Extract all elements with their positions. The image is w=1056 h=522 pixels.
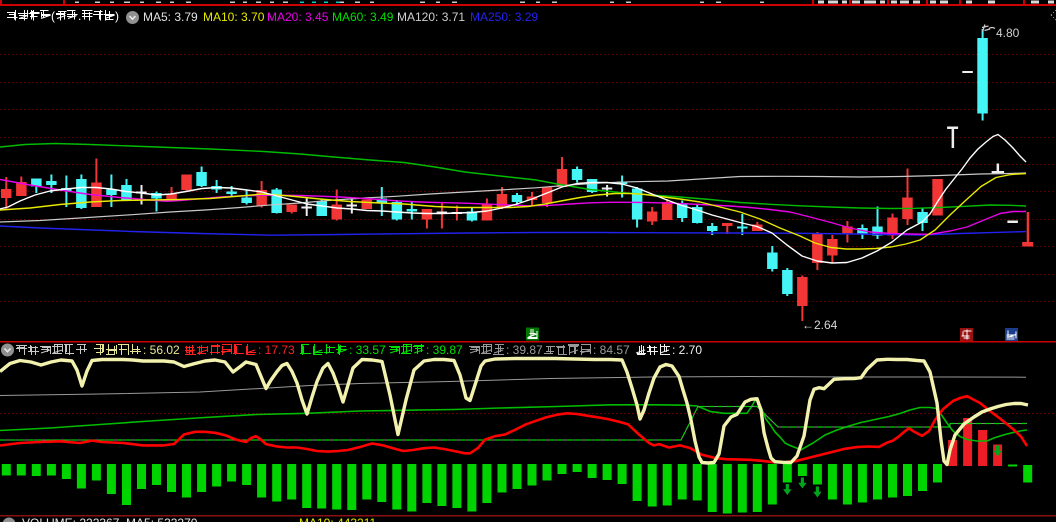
svg-text:MA5: 3.79: MA5: 3.79 bbox=[143, 10, 198, 24]
svg-text:MA250: 3.29: MA250: 3.29 bbox=[470, 10, 538, 24]
svg-text:: 17.73: : 17.73 bbox=[258, 343, 295, 357]
svg-text:: 33.57: : 33.57 bbox=[349, 343, 386, 357]
svg-text:: 56.02: : 56.02 bbox=[143, 343, 180, 357]
svg-text:: 2.70: : 2.70 bbox=[672, 343, 702, 357]
svg-text:4.80: 4.80 bbox=[996, 26, 1020, 40]
svg-text:): ) bbox=[115, 9, 119, 23]
svg-text:: 84.57: : 84.57 bbox=[593, 343, 630, 357]
svg-text:MA60: 3.49: MA60: 3.49 bbox=[332, 10, 394, 24]
svg-text:MA20: 3.45: MA20: 3.45 bbox=[267, 10, 329, 24]
svg-text:: 39.87: : 39.87 bbox=[506, 343, 543, 357]
svg-text:MA10: 3.70: MA10: 3.70 bbox=[203, 10, 265, 24]
svg-text:MA10: 443211: MA10: 443211 bbox=[299, 516, 376, 522]
svg-text:: 39.87: : 39.87 bbox=[426, 343, 463, 357]
svg-text:MA120: 3.71: MA120: 3.71 bbox=[397, 10, 465, 24]
svg-text:←2.64: ←2.64 bbox=[802, 318, 838, 332]
svg-text:VOLUME: 222367 MA5: 533270: VOLUME: 222367 MA5: 533270 bbox=[22, 516, 198, 522]
svg-text:.: . bbox=[78, 9, 81, 23]
svg-text:(: ( bbox=[51, 9, 55, 23]
